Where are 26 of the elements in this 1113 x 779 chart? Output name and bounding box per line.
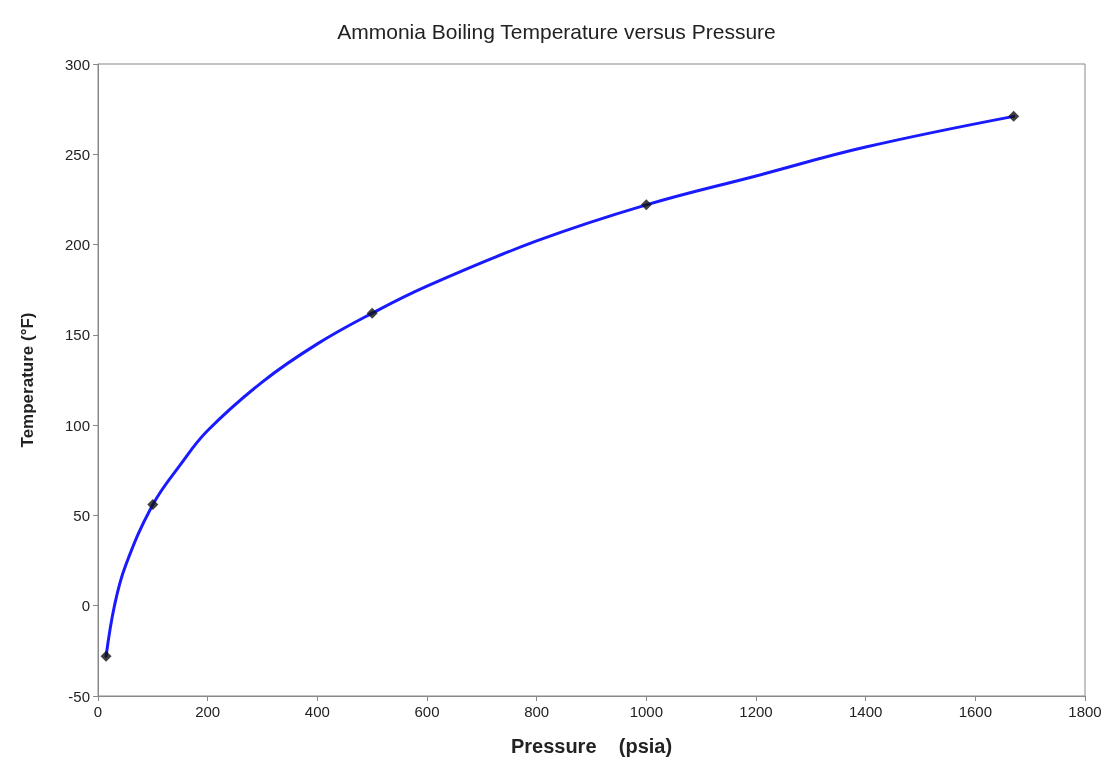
x-tick-label: 1600 <box>958 703 993 720</box>
point <box>100 650 112 662</box>
point <box>1008 110 1020 122</box>
x-tick-label: 400 <box>304 703 330 720</box>
x-tick-label: 1400 <box>848 703 883 720</box>
y-tick-label: 250 <box>64 145 90 163</box>
x-tick-label: 800 <box>524 703 550 720</box>
x-tick-label: 1200 <box>739 703 773 720</box>
y-tick-label: 100 <box>64 416 90 434</box>
x-tick-label: 1800 <box>1068 703 1102 720</box>
point <box>366 307 378 319</box>
y-tick-label: 300 <box>64 55 90 73</box>
point <box>640 199 652 211</box>
y-axis-title: Temperature (°F) <box>18 312 37 448</box>
y-tick-label: 150 <box>64 326 90 344</box>
y-tick-label: 50 <box>73 506 90 524</box>
x-tick-label: 1000 <box>629 703 664 720</box>
x-axis-title: Pressure (psia) <box>510 735 673 757</box>
y-tick-label: 0 <box>81 597 90 615</box>
chart-title: Ammonia Boiling Temperature versus Pressure <box>337 20 776 43</box>
x-tick-label: 0 <box>93 703 103 720</box>
y-tick-label: 200 <box>64 236 90 254</box>
x-tick-label: 600 <box>414 703 440 720</box>
point <box>147 499 159 511</box>
y-tick-label: -50 <box>68 687 90 705</box>
x-tick-label: 200 <box>195 703 221 720</box>
